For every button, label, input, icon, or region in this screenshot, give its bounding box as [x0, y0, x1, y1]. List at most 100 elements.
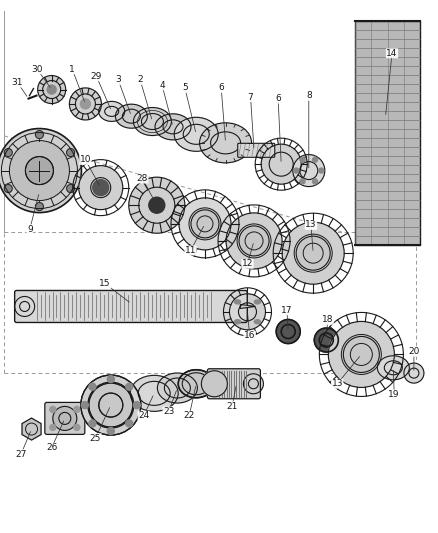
Circle shape [69, 88, 102, 120]
Circle shape [107, 427, 114, 434]
Text: 5: 5 [182, 84, 188, 92]
Ellipse shape [254, 320, 260, 324]
Text: 22: 22 [184, 411, 195, 420]
Text: 25: 25 [90, 434, 101, 442]
Ellipse shape [115, 104, 148, 128]
Circle shape [126, 420, 133, 427]
Circle shape [300, 157, 305, 162]
Circle shape [89, 383, 96, 390]
Ellipse shape [99, 101, 125, 122]
Text: 3: 3 [115, 76, 121, 84]
Circle shape [79, 166, 123, 209]
Circle shape [50, 424, 56, 431]
Circle shape [50, 406, 56, 413]
Circle shape [294, 168, 299, 173]
Text: 26: 26 [46, 443, 57, 452]
Text: 4: 4 [159, 81, 165, 90]
Circle shape [74, 406, 80, 413]
Ellipse shape [155, 114, 191, 140]
Polygon shape [240, 304, 255, 309]
Text: 6: 6 [218, 84, 224, 92]
Circle shape [314, 328, 338, 352]
Ellipse shape [178, 370, 214, 398]
Ellipse shape [174, 117, 218, 151]
Circle shape [319, 168, 324, 173]
Circle shape [4, 184, 12, 192]
Circle shape [341, 334, 381, 375]
Text: 27: 27 [15, 450, 27, 458]
Text: 18: 18 [322, 316, 333, 324]
Circle shape [313, 179, 318, 184]
Circle shape [276, 319, 300, 344]
Circle shape [47, 85, 56, 94]
Ellipse shape [235, 320, 240, 324]
Circle shape [300, 179, 305, 184]
Circle shape [67, 184, 74, 192]
Text: 28: 28 [137, 174, 148, 183]
Text: 11: 11 [185, 246, 196, 255]
Ellipse shape [235, 300, 240, 304]
Circle shape [282, 222, 344, 284]
Circle shape [237, 224, 271, 258]
Circle shape [226, 213, 282, 269]
Circle shape [133, 401, 140, 409]
Circle shape [328, 321, 394, 387]
Text: 19: 19 [389, 390, 400, 399]
Ellipse shape [254, 300, 260, 304]
Text: 13: 13 [305, 221, 317, 229]
Circle shape [313, 157, 318, 162]
Circle shape [14, 296, 35, 317]
Circle shape [4, 149, 12, 157]
Circle shape [261, 144, 301, 184]
Circle shape [129, 177, 185, 233]
Circle shape [10, 141, 69, 200]
Text: 12: 12 [242, 260, 253, 268]
Text: 8: 8 [306, 92, 312, 100]
Text: 6: 6 [275, 94, 281, 103]
Circle shape [89, 383, 133, 427]
Circle shape [38, 76, 66, 103]
Text: 1: 1 [69, 65, 75, 74]
Text: 21: 21 [226, 402, 238, 410]
Circle shape [201, 371, 227, 397]
Bar [355, 21, 420, 245]
Circle shape [149, 197, 165, 213]
Circle shape [189, 208, 221, 240]
Circle shape [294, 234, 332, 272]
Circle shape [35, 131, 43, 139]
Circle shape [88, 382, 134, 428]
Circle shape [81, 401, 88, 409]
Circle shape [81, 99, 90, 109]
Circle shape [230, 294, 265, 330]
Text: 15: 15 [99, 279, 111, 288]
Text: 7: 7 [247, 93, 254, 101]
Circle shape [0, 128, 81, 213]
Circle shape [293, 155, 325, 187]
Circle shape [67, 149, 74, 157]
Text: 20: 20 [408, 348, 420, 356]
Text: 9: 9 [27, 225, 33, 233]
Circle shape [179, 198, 231, 250]
Ellipse shape [200, 123, 251, 163]
Text: 14: 14 [386, 49, 398, 58]
Circle shape [25, 157, 53, 184]
Text: 16: 16 [244, 332, 255, 340]
Circle shape [93, 180, 109, 196]
Circle shape [404, 363, 424, 383]
Circle shape [53, 406, 77, 431]
Text: 23: 23 [163, 407, 174, 416]
Text: 2: 2 [138, 76, 143, 84]
Polygon shape [22, 418, 41, 440]
Text: 31: 31 [12, 78, 23, 87]
Ellipse shape [134, 108, 171, 135]
Text: 17: 17 [281, 306, 293, 314]
Circle shape [126, 383, 133, 390]
Text: 10: 10 [80, 156, 91, 164]
FancyBboxPatch shape [14, 290, 247, 322]
Circle shape [107, 376, 114, 383]
Ellipse shape [377, 356, 410, 380]
Ellipse shape [157, 373, 198, 403]
Text: 30: 30 [32, 65, 43, 74]
Circle shape [35, 203, 43, 211]
FancyBboxPatch shape [207, 369, 261, 399]
